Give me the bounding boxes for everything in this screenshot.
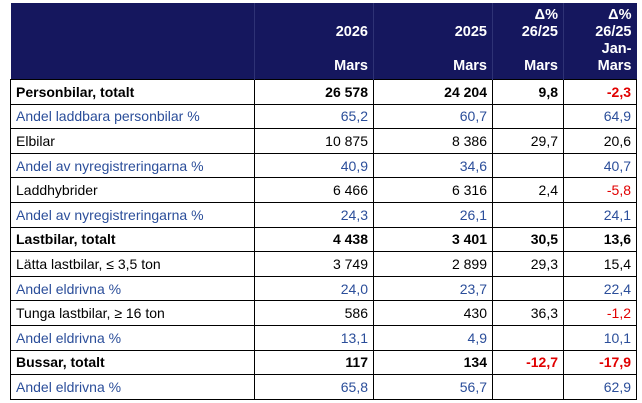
value-2025: 26,1: [373, 201, 493, 228]
table-row: Elbilar 10 875 8 386 29,7 20,6: [10, 128, 637, 154]
header-delta-period: 26/25: [521, 24, 558, 40]
table-row: Andel eldrivna % 13,1 4,9 10,1: [10, 324, 637, 351]
delta-ytd: -2,3: [563, 79, 637, 105]
delta-ytd: 10,1: [563, 324, 637, 351]
table-body: Personbilar, totalt 26 578 24 204 9,8 -2,3 An…: [10, 79, 637, 400]
table-row: Andel eldrivna % 24,0 23,7 22,4: [10, 275, 637, 302]
value-2025: 60,7: [373, 103, 493, 130]
value-2026: 13,1: [254, 324, 374, 351]
delta-mars: [492, 201, 564, 228]
table-row: Personbilar, totalt 26 578 24 204 9,8 -2,3: [10, 79, 637, 105]
delta-ytd: 40,7: [563, 152, 637, 179]
row-label: Personbilar, totalt: [10, 79, 255, 105]
value-2026: 586: [254, 300, 374, 326]
header-delta-ytd: Δ% 26/25: [563, 3, 637, 41]
value-2025: 4,9: [373, 324, 493, 351]
row-label: Andel laddbara personbilar %: [10, 103, 255, 130]
value-2026: 6 466: [254, 177, 374, 203]
delta-ytd: 20,6: [563, 128, 637, 154]
value-2025: 430: [373, 300, 493, 326]
value-2025: 24 204: [373, 79, 493, 105]
delta-mars: 29,3: [492, 251, 564, 277]
delta-mars: 2,4: [492, 177, 564, 203]
delta-mars: 36,3: [492, 300, 564, 326]
header-label-cell: [10, 3, 255, 41]
value-2026: 24,3: [254, 201, 374, 228]
table-row: Andel laddbara personbilar % 65,2 60,7 64,9: [10, 103, 637, 130]
header-month-2026: Mars: [254, 41, 374, 80]
delta-mars: [492, 324, 564, 351]
delta-ytd: 64,9: [563, 103, 637, 130]
header-delta-symbol: Δ%: [534, 7, 558, 23]
row-label: Elbilar: [10, 128, 255, 154]
value-2025: 6 316: [373, 177, 493, 203]
delta-ytd: 22,4: [563, 275, 637, 302]
row-label: Andel eldrivna %: [10, 324, 255, 351]
header-period-ytd: Jan-Mars: [563, 41, 637, 80]
value-2025: 2 899: [373, 251, 493, 277]
delta-mars: 9,8: [492, 79, 564, 105]
table-row: Andel av nyregistreringarna % 24,3 26,1 24,…: [10, 201, 637, 228]
header-month-2025: Mars: [373, 41, 493, 80]
delta-mars: [492, 152, 564, 179]
delta-ytd: 24,1: [563, 201, 637, 228]
value-2025: 56,7: [373, 374, 493, 400]
row-label: Lastbilar, totalt: [10, 226, 255, 253]
value-2025: 3 401: [373, 226, 493, 253]
value-2025: 34,6: [373, 152, 493, 179]
registration-table-container: 2026 2025 Δ% 26/25 Δ% 26/25 Mars Mars Mars…: [10, 3, 637, 400]
delta-mars: 29,7: [492, 128, 564, 154]
row-label: Andel eldrivna %: [10, 374, 255, 400]
table-row: Andel eldrivna % 65,8 56,7 62,9: [10, 374, 637, 400]
value-2026: 65,2: [254, 103, 374, 130]
value-2026: 3 749: [254, 251, 374, 277]
delta-ytd: 15,4: [563, 251, 637, 277]
header-delta-period: 26/25: [595, 24, 632, 40]
delta-ytd: -5,8: [563, 177, 637, 203]
header-delta-mars: Δ% 26/25: [492, 3, 564, 41]
table-row: Tunga lastbilar, ≥ 16 ton 586 430 36,3 -1,2: [10, 300, 637, 326]
delta-mars: [492, 275, 564, 302]
header-label-cell-sub: [10, 41, 255, 80]
value-2025: 134: [373, 349, 493, 376]
header-delta-symbol: Δ%: [608, 7, 632, 23]
row-label: Andel av nyregistreringarna %: [10, 152, 255, 179]
delta-ytd: -17,9: [563, 349, 637, 376]
value-2025: 8 386: [373, 128, 493, 154]
value-2025: 23,7: [373, 275, 493, 302]
table-row: Lastbilar, totalt 4 438 3 401 30,5 13,6: [10, 226, 637, 253]
row-label: Laddhybrider: [10, 177, 255, 203]
table-header: 2026 2025 Δ% 26/25 Δ% 26/25 Mars Mars Mars…: [10, 3, 637, 80]
table-row: Andel av nyregistreringarna % 40,9 34,6 40,…: [10, 152, 637, 179]
delta-mars: [492, 374, 564, 400]
header-year-2026: 2026: [254, 3, 374, 41]
header-year-2025: 2025: [373, 3, 493, 41]
value-2026: 40,9: [254, 152, 374, 179]
delta-ytd: 62,9: [563, 374, 637, 400]
value-2026: 24,0: [254, 275, 374, 302]
value-2026: 10 875: [254, 128, 374, 154]
row-label: Andel eldrivna %: [10, 275, 255, 302]
header-month-delta: Mars: [492, 41, 564, 80]
table-row: Bussar, totalt 117 134 -12,7 -17,9: [10, 349, 637, 376]
value-2026: 4 438: [254, 226, 374, 253]
delta-mars: -12,7: [492, 349, 564, 376]
value-2026: 65,8: [254, 374, 374, 400]
delta-ytd: -1,2: [563, 300, 637, 326]
row-label: Andel av nyregistreringarna %: [10, 201, 255, 228]
row-label: Tunga lastbilar, ≥ 16 ton: [10, 300, 255, 326]
value-2026: 26 578: [254, 79, 374, 105]
registration-table: 2026 2025 Δ% 26/25 Δ% 26/25 Mars Mars Mars…: [10, 3, 637, 400]
delta-mars: 30,5: [492, 226, 564, 253]
table-row: Lätta lastbilar, ≤ 3,5 ton 3 749 2 899 29,3…: [10, 251, 637, 277]
table-row: Laddhybrider 6 466 6 316 2,4 -5,8: [10, 177, 637, 203]
value-2026: 117: [254, 349, 374, 376]
delta-mars: [492, 103, 564, 130]
delta-ytd: 13,6: [563, 226, 637, 253]
row-label: Bussar, totalt: [10, 349, 255, 376]
row-label: Lätta lastbilar, ≤ 3,5 ton: [10, 251, 255, 277]
